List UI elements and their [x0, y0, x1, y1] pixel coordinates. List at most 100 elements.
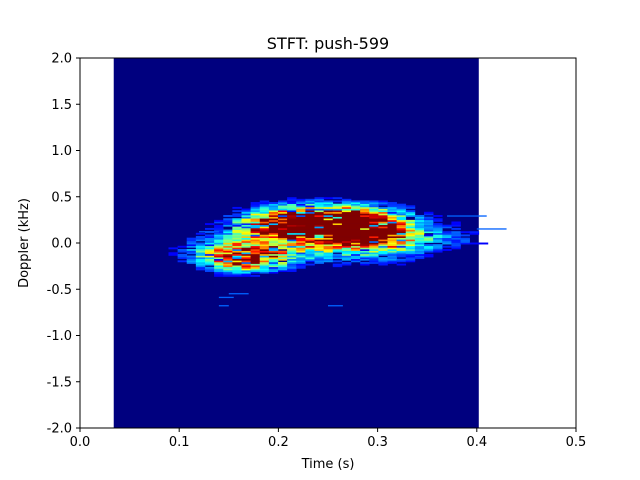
spectrogram-cell — [296, 239, 306, 242]
spectrogram-cell — [268, 229, 279, 232]
spectrogram-cell — [387, 237, 397, 240]
spectrogram-cell — [268, 213, 279, 216]
spectrogram-cell — [204, 249, 215, 251]
spectrogram-cell — [332, 260, 343, 263]
spectrogram-cell — [232, 236, 242, 238]
spectrogram-cell — [378, 210, 388, 213]
spectrogram-cell — [341, 206, 352, 209]
spectrogram-cell — [360, 213, 370, 216]
spectrogram-cell — [451, 224, 461, 227]
spectrogram-cell — [232, 257, 242, 260]
spectrogram-cell — [223, 271, 233, 274]
spectrogram-cell — [268, 257, 279, 260]
spectrogram-cell — [204, 261, 215, 264]
spectrogram-cell — [314, 250, 324, 253]
spectrogram-cell — [405, 210, 416, 213]
spectrogram-cell — [250, 245, 261, 248]
spectrogram-cell — [378, 218, 388, 221]
spectrogram-cell — [296, 205, 306, 208]
spectrogram-cell — [186, 255, 197, 258]
spectrogram-cell — [323, 221, 334, 224]
spectrogram-cell — [195, 249, 206, 251]
spectrogram-cell — [387, 218, 397, 221]
spectrogram-cell — [241, 240, 251, 243]
spectrogram-cell — [232, 221, 242, 224]
spectrogram-cell — [387, 234, 397, 237]
spectrogram-cell — [259, 237, 270, 240]
spectrogram-cell — [305, 224, 315, 227]
spectrogram-cell — [223, 232, 233, 235]
spectrogram-cell — [305, 202, 315, 204]
spectrogram-cell — [396, 208, 407, 211]
spectrogram-cell — [314, 221, 324, 224]
spectrogram-cell — [387, 260, 397, 263]
spectrogram-cell — [360, 263, 370, 266]
spectrogram-cell — [351, 236, 361, 238]
spectrogram-cell — [278, 237, 288, 240]
spectrogram-cell — [314, 242, 324, 245]
spectrogram-cell — [287, 255, 297, 258]
spectrogram-cell — [296, 265, 306, 268]
spectrogram-cell — [341, 200, 352, 203]
spectrogram-cell — [405, 258, 416, 261]
spectrogram-cell — [323, 242, 334, 245]
spectrogram-cell — [259, 265, 270, 268]
spectrogram-cell — [199, 231, 219, 233]
spectrogram-cell — [314, 224, 324, 227]
spectrogram-cell — [287, 213, 297, 216]
spectrogram-cell — [223, 236, 233, 238]
spectrogram-cell — [195, 255, 206, 258]
spectrogram-cell — [351, 200, 361, 203]
spectrogram-cell — [341, 257, 352, 260]
spectrogram-cell — [378, 213, 388, 216]
spectrogram-cell — [259, 247, 270, 250]
spectrogram-cell — [232, 245, 242, 248]
spectrogram-cell — [278, 268, 288, 271]
spectrogram-cell — [278, 211, 288, 214]
spectrogram-cell — [223, 273, 233, 276]
spectrogram-cell — [387, 232, 397, 235]
spectrogram-cell — [314, 258, 324, 261]
spectrogram-cell — [314, 227, 324, 230]
spectrogram-cell — [387, 252, 397, 255]
spectrogram-cell — [405, 231, 416, 234]
spectrogram-cell — [186, 257, 197, 260]
spectrogram-cell — [369, 239, 379, 242]
spectrogram-cell — [250, 229, 261, 232]
spectrogram-cell — [323, 224, 334, 227]
spectrogram-cell — [414, 215, 425, 217]
spectrogram-cell — [424, 239, 434, 242]
spectrogram-cell — [241, 270, 251, 272]
spectrogram-cell — [278, 224, 288, 227]
spectrogram-cell — [250, 237, 261, 240]
spectrogram-cell — [268, 234, 279, 237]
spectrogram-cell — [351, 242, 361, 245]
spectrogram-cell — [378, 227, 388, 230]
spectrogram-cell — [378, 249, 388, 251]
spectrogram-cell — [323, 231, 334, 234]
spectrogram-cell — [396, 224, 407, 227]
spectrogram-cell — [232, 219, 242, 222]
spectrogram-cell — [241, 221, 251, 224]
spectrogram-cell — [369, 229, 379, 232]
spectrogram-cell — [396, 244, 407, 247]
spectrogram-cell — [396, 239, 407, 242]
spectrogram-cell — [314, 253, 324, 256]
spectrogram-cell — [250, 242, 261, 245]
spectrogram-cell — [323, 249, 334, 251]
spectrogram-cell — [387, 229, 397, 232]
spectrogram-cell — [360, 247, 370, 250]
spectrogram-cell — [241, 247, 251, 250]
spectrogram-cell — [387, 215, 397, 217]
spectrogram-cell — [223, 223, 233, 226]
spectrogram-cell — [214, 257, 224, 260]
spectrogram-cell — [405, 213, 416, 216]
spectrogram-cell — [378, 244, 388, 247]
spectrogram-cell — [268, 266, 279, 269]
spectrogram-cell — [250, 223, 261, 226]
spectrogram-cell — [241, 211, 251, 214]
spectrogram-cell — [369, 224, 379, 227]
y-tick-label: -1.5 — [47, 375, 72, 390]
spectrogram-cell — [287, 202, 297, 204]
spectrogram-cell — [378, 229, 388, 232]
